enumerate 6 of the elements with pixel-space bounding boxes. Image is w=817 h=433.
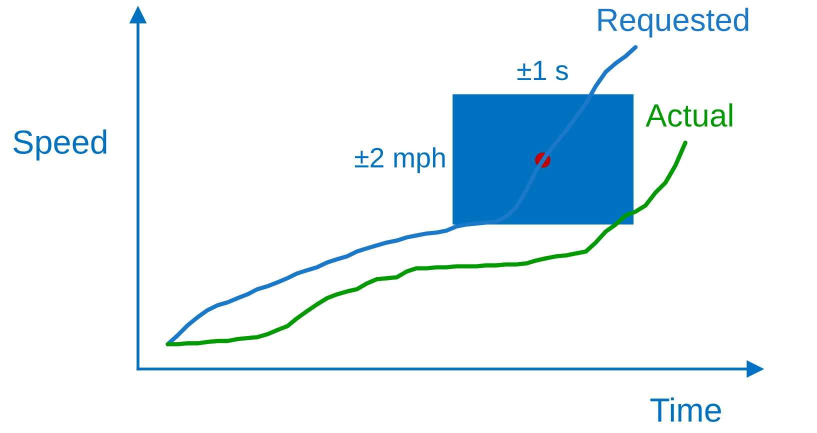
series-label: Requested xyxy=(598,8,748,38)
y-axis-title: Speed xyxy=(14,129,106,161)
x-axis-title: Time xyxy=(650,397,721,422)
annotation: ±1 s xyxy=(517,60,568,80)
series-label: Actual xyxy=(646,103,732,127)
annotation: ±2 mph xyxy=(354,147,445,174)
